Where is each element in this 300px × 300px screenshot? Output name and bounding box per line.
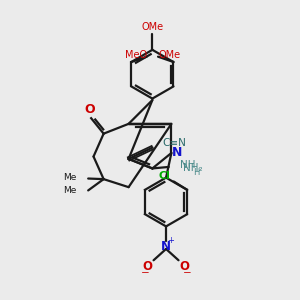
Text: −: − — [141, 268, 150, 278]
Text: H: H — [194, 168, 200, 177]
Text: MeO: MeO — [124, 50, 147, 60]
Text: O: O — [142, 260, 153, 273]
Text: Cl: Cl — [158, 172, 170, 182]
Text: +: + — [167, 236, 174, 244]
Text: O: O — [85, 103, 95, 116]
Text: NH₂: NH₂ — [183, 163, 202, 173]
Text: Me: Me — [64, 173, 77, 182]
Text: N: N — [172, 146, 182, 160]
Text: NH: NH — [180, 160, 195, 170]
Text: O: O — [179, 260, 190, 273]
Text: Me: Me — [64, 186, 77, 195]
Text: OMe: OMe — [158, 50, 180, 60]
Text: −: − — [182, 268, 191, 278]
Text: OMe: OMe — [141, 22, 164, 32]
Text: N: N — [161, 239, 171, 253]
Text: C≡N: C≡N — [162, 139, 186, 148]
